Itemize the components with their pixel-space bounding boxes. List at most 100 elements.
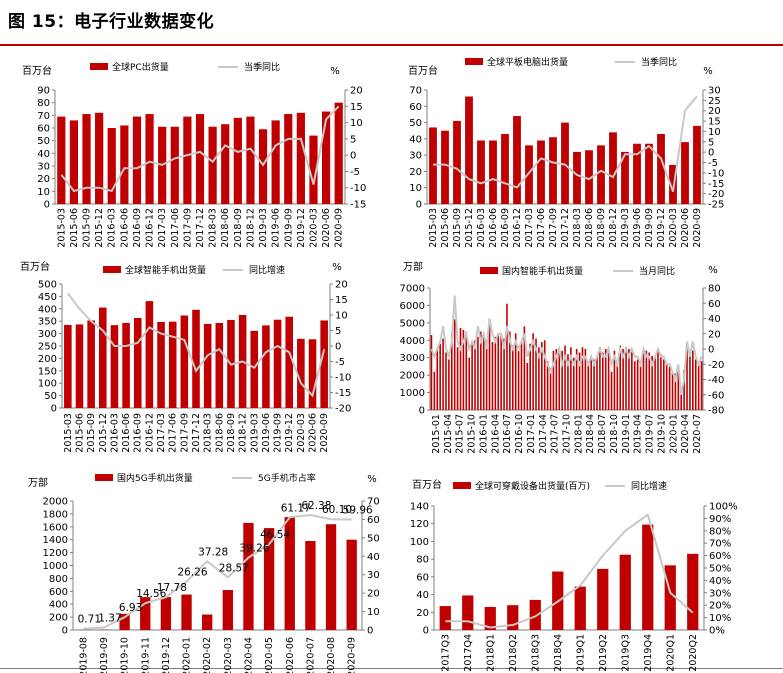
legend-bar-swatch [480,267,498,274]
x-tick-label: 2015-12 [464,208,475,248]
bar [633,143,641,204]
x-tick-label: 2016-12 [512,208,523,248]
x-tick-label: 2020-01 [668,414,679,454]
line-data-label: 61.17 [281,502,311,514]
x-tick-label: 2020-09 [347,637,358,673]
bar [221,124,230,204]
x-tick-label: 2015-09 [452,208,463,248]
bar [202,614,213,630]
bar [546,361,549,410]
left-tick-label: 20 [37,174,50,185]
left-tick-label: 30 [37,162,50,173]
bar [140,597,151,630]
x-tick-label: 2016-06 [121,413,132,453]
bar [514,333,517,410]
bar [538,347,540,410]
bar [334,102,343,204]
legend-bar-label: 国内5G手机出货量 [117,472,193,484]
bar [636,359,639,410]
bar [677,369,680,410]
bar [195,114,205,204]
x-tick-label: 2020Q2 [688,634,699,672]
page-title: 图 15：电子行业数据变化 [8,12,215,32]
x-tick-label: 2018Q3 [530,634,541,672]
x-tick-label: 2020-09 [692,208,703,248]
line-data-label: 1.37 [98,612,121,624]
right-tick-label: 80 [708,284,721,295]
bar [258,129,268,204]
x-tick-label: 2018-06 [214,413,225,453]
bar [160,597,172,630]
bar [494,336,497,410]
bar [543,340,546,410]
x-tick-label: 2015-07 [455,414,466,454]
bar [305,540,316,630]
right-tick-label: 50% [709,564,731,575]
bar [549,368,552,410]
bar [233,117,242,204]
title-rule [0,44,783,46]
right-tick-label: 70% [709,539,731,550]
left-tick-label: 0 [419,406,425,417]
bar [107,128,116,204]
right-tick-label: 20 [708,329,721,340]
x-tick-label: 2017-07 [550,414,561,454]
left-tick-label: 600 [49,587,68,598]
x-tick-label: 2017-06 [168,413,179,453]
bar [441,130,449,204]
bar [619,554,631,630]
legend-bar-swatch [90,63,108,70]
x-tick-label: 2018Q2 [508,634,519,672]
x-tick-label: 2017-09 [548,208,559,248]
bar [482,335,485,410]
bar [529,599,541,630]
line-data-label: 14.56 [136,588,166,600]
x-tick-label: 2018Q1 [485,634,496,672]
bar [669,164,677,204]
left-tick-label: 70 [409,86,422,97]
right-tick-label: 20 [708,106,721,117]
left-tick-label: 350 [38,317,57,328]
x-tick-label: 2016-09 [133,413,144,453]
bar [321,111,331,204]
bar [273,319,282,408]
bar [87,320,95,408]
right-tick-label: 15 [335,295,348,306]
left-tick-label: 40 [416,590,429,601]
right-tick-label: 90% [709,514,731,525]
bar [183,116,192,204]
right-unit-label: % [330,66,340,77]
bar [157,321,165,408]
left-tick-label: 100 [410,537,429,548]
x-tick-label: 2017Q3 [440,634,451,672]
x-tick-label: 2017-12 [560,208,571,248]
x-tick-label: 2019-03 [249,413,260,453]
bar [471,342,473,410]
left-tick-label: 30 [409,151,422,162]
bar [537,140,545,204]
right-tick-label: 10 [367,607,380,618]
x-tick-label: 2020-09 [334,208,345,248]
x-tick-label: 2016-10 [514,414,525,454]
left-tick-label: 3000 [400,353,425,364]
x-tick-label: 2018-01 [573,414,584,454]
left-tick-label: 250 [38,342,57,353]
right-tick-label: -15 [708,179,724,190]
line-data-label: 6.93 [119,602,142,614]
bar [170,126,179,204]
bar [120,125,129,204]
bar [429,127,437,204]
x-tick-label: 2020-03 [308,208,319,248]
left-tick-label: 10 [37,187,50,198]
x-tick-label: 2015-01 [431,414,442,454]
bar [622,349,624,410]
bar [203,323,212,408]
left-tick-label: 200 [38,354,57,365]
left-tick-label: 2000 [400,371,425,382]
left-tick-label: 60 [416,572,429,583]
x-tick-label: 2015-06 [440,208,451,248]
series-line [433,95,698,192]
bar [168,321,177,408]
